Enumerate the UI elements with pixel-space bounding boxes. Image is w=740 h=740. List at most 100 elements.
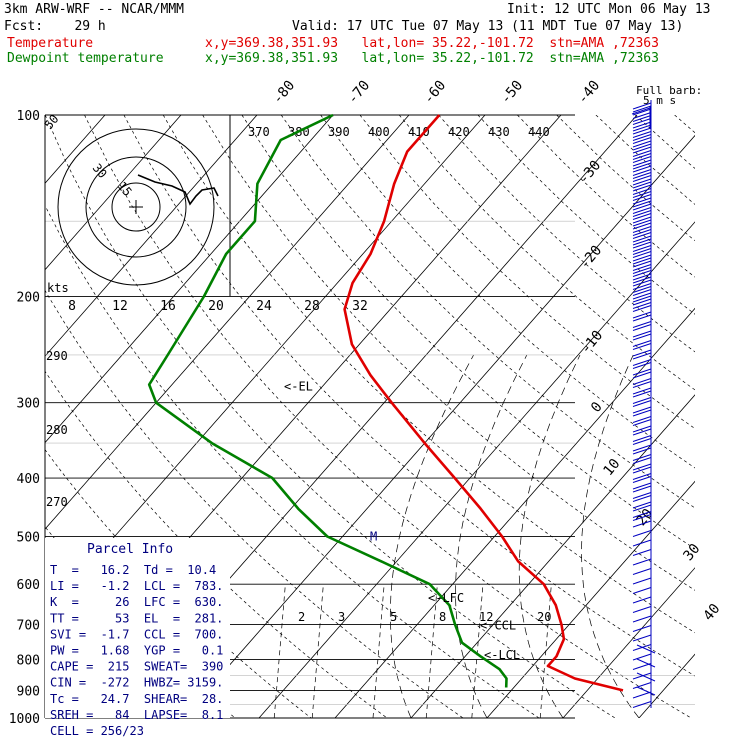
parcel-info-row: CIN = -272 HWBZ= 3159. — [50, 676, 223, 690]
wind-barb — [632, 330, 652, 338]
wind-barb — [632, 267, 652, 274]
wind-barb — [636, 686, 656, 696]
wind-barb — [632, 235, 652, 243]
wind-barb — [632, 492, 652, 499]
wind-barb — [632, 663, 652, 670]
isotherm-label: -70 — [345, 78, 374, 108]
wind-barb — [632, 203, 652, 211]
wind-barb — [632, 495, 652, 502]
wind-barb — [632, 159, 652, 167]
isotherm-line — [45, 115, 486, 617]
wind-barb — [632, 140, 652, 148]
wind-barb — [632, 549, 652, 556]
wind-barb — [632, 409, 652, 417]
wind-barb — [632, 175, 652, 182]
wind-barb — [632, 634, 652, 642]
wind-barb — [632, 156, 652, 163]
wind-barb — [632, 514, 652, 521]
wind-barb — [632, 558, 652, 566]
theta-label: 410 — [408, 125, 430, 139]
wind-barb — [632, 314, 652, 322]
wind-barb — [632, 105, 652, 113]
wind-barb — [632, 520, 652, 528]
hodograph-units: kts — [47, 281, 69, 295]
wind-barb — [632, 191, 652, 198]
wind-barb — [632, 305, 652, 312]
moist-adiabat — [518, 354, 581, 718]
wind-barb — [632, 587, 652, 594]
wind-barb — [632, 115, 652, 122]
level-annotation: <-LCL — [484, 648, 520, 662]
dewpoint-legend: Dewpoint temperature — [7, 51, 164, 66]
forecast-hour: Fcst: 29 h — [4, 19, 106, 34]
wind-barb — [632, 691, 652, 699]
wind-barb — [636, 658, 656, 668]
theta-label: 420 — [448, 125, 470, 139]
wind-barb — [632, 270, 652, 277]
wind-barb — [632, 146, 652, 154]
wind-barb — [632, 333, 652, 341]
wind-barb — [632, 169, 652, 176]
wind-barb — [632, 210, 652, 217]
wind-barb — [632, 444, 652, 452]
wind-barb — [632, 134, 652, 141]
wind-barb — [632, 197, 652, 205]
wind-barb — [632, 454, 652, 461]
wind-barb — [632, 102, 652, 110]
wind-barb — [632, 390, 652, 398]
wind-barb — [632, 352, 652, 360]
wind-barb — [632, 283, 652, 290]
isotherm-line — [182, 134, 695, 718]
theta-label: 390 — [328, 125, 350, 139]
wind-barb — [632, 321, 652, 328]
theta-label: 280 — [46, 423, 68, 437]
isotherm-line — [45, 115, 182, 271]
wind-barb — [632, 112, 652, 119]
level-annotation: <-EL — [284, 380, 313, 394]
pressure-label: 800 — [17, 654, 40, 669]
isotherm-label: -60 — [421, 78, 450, 108]
isotherm-label: 40 — [700, 601, 723, 624]
theta-label: 290 — [46, 349, 68, 363]
mixing-ratio-line — [425, 584, 438, 718]
level-annotation: <-CCL — [480, 619, 516, 633]
wind-barb — [632, 245, 652, 252]
isotherm-label: -10 — [578, 328, 607, 358]
mixing-ratio-label: 5 — [390, 610, 397, 624]
pressure-label: 500 — [17, 530, 40, 545]
wind-barb — [632, 264, 652, 271]
barb-legend-barb — [631, 107, 651, 115]
parcel-info-title: Parcel Info — [87, 542, 173, 557]
wind-barb — [632, 447, 652, 455]
dry-adiabat — [359, 115, 695, 430]
wind-barb — [632, 473, 652, 480]
mixing-ratio-label: 20 — [537, 610, 551, 624]
mixing-ratio-label: 3 — [338, 610, 345, 624]
wind-barb — [632, 419, 652, 426]
wind-barb — [632, 276, 652, 284]
barb-legend-unit: 5 m s — [643, 94, 676, 107]
wind-barb — [632, 172, 652, 179]
wind-barb — [632, 289, 652, 296]
wind-barb — [632, 387, 652, 395]
parcel-info-box — [45, 538, 230, 718]
wind-barb — [632, 615, 652, 623]
wind-barb — [632, 178, 652, 186]
parcel-info-row: TT = 53 EL = 281. — [50, 611, 223, 625]
hodograph-ring-label: 30 — [90, 161, 110, 181]
wind-barb — [632, 295, 652, 303]
parcel-info-row: K = 26 LFC = 630. — [50, 595, 223, 609]
theta-label: 440 — [528, 125, 550, 139]
isotherm-line — [715, 115, 740, 718]
dry-adiabat — [674, 115, 695, 134]
wind-barb — [632, 539, 652, 547]
wind-barb — [632, 682, 652, 689]
wind-barb — [632, 466, 652, 474]
wind-barb — [632, 226, 652, 233]
wind-barb — [632, 286, 652, 293]
isotherm-label: -30 — [576, 158, 605, 188]
wind-barb — [632, 371, 652, 379]
theta-label: 430 — [488, 125, 510, 139]
pressure-label: 900 — [17, 684, 40, 699]
wind-barb — [632, 476, 652, 483]
